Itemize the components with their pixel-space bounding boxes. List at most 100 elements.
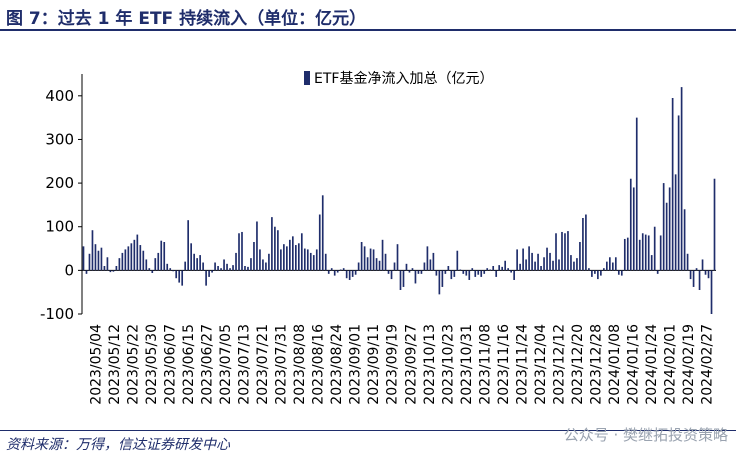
- bar: [429, 259, 432, 271]
- bar: [166, 263, 169, 271]
- x-tick-label: 2023/05/12: [107, 324, 123, 405]
- bar: [522, 248, 524, 271]
- bar: [650, 255, 653, 271]
- bar: [259, 249, 261, 271]
- bar: [486, 268, 489, 271]
- bar: [656, 270, 659, 274]
- bar: [312, 255, 315, 271]
- bar: [680, 87, 683, 271]
- bar: [686, 253, 689, 271]
- bar: [315, 249, 318, 271]
- x-tick-label: 2023/09/19: [385, 324, 401, 405]
- bar: [256, 221, 258, 271]
- bar: [336, 270, 339, 273]
- bar: [151, 270, 154, 273]
- bar: [330, 268, 333, 271]
- bar: [291, 236, 294, 271]
- bar: [351, 270, 354, 277]
- bar: [268, 253, 270, 271]
- x-tick-label: 2023/06/15: [181, 324, 197, 405]
- x-tick-label: 2023/10/31: [459, 324, 475, 405]
- bar: [435, 270, 438, 276]
- x-tick-label: 2023/09/11: [366, 324, 382, 405]
- bar: [441, 270, 444, 287]
- x-tick-label: 2023/05/22: [125, 324, 141, 405]
- bar: [250, 258, 252, 271]
- bar: [324, 253, 327, 271]
- bar: [375, 258, 378, 271]
- bar: [588, 268, 590, 271]
- bar: [665, 202, 668, 271]
- bar: [438, 270, 441, 295]
- bar: [103, 266, 106, 271]
- bar: [360, 242, 363, 271]
- x-tick-label: 2023/08/16: [311, 324, 327, 405]
- bar: [91, 230, 94, 271]
- bar: [641, 233, 644, 271]
- x-tick-label: 2023/12/28: [589, 324, 605, 405]
- bar: [199, 255, 201, 271]
- bar: [277, 230, 279, 271]
- bar: [549, 252, 551, 271]
- bar: [327, 270, 330, 274]
- bar: [585, 214, 587, 271]
- bar: [498, 265, 501, 271]
- bar: [94, 244, 97, 271]
- bar: [318, 214, 321, 271]
- bar: [378, 260, 381, 271]
- bar: [85, 270, 88, 274]
- bar: [238, 233, 240, 271]
- bar: [169, 268, 172, 271]
- bar: [465, 270, 468, 276]
- bar: [211, 270, 213, 273]
- bar: [701, 259, 704, 271]
- bar: [555, 233, 557, 271]
- bar: [564, 233, 566, 271]
- source-note: 资料来源：万得，信达证券研发中心: [6, 437, 230, 453]
- bar: [217, 266, 219, 271]
- bar: [603, 268, 605, 271]
- bar: [576, 258, 578, 271]
- bar: [187, 220, 190, 271]
- y-tick-label: 100: [45, 218, 74, 236]
- bar: [214, 262, 216, 271]
- bar: [573, 261, 575, 271]
- bar: [689, 270, 692, 280]
- x-tick-label: 2023/05/30: [144, 324, 160, 405]
- bar: [196, 258, 198, 271]
- bar: [184, 261, 187, 271]
- bar: [294, 245, 297, 271]
- bar: [220, 268, 222, 271]
- bar: [704, 270, 707, 275]
- bar: [357, 262, 360, 271]
- bar: [471, 268, 474, 271]
- bar: [208, 270, 210, 277]
- bar: [306, 249, 309, 271]
- bar: [501, 266, 504, 271]
- x-tick-label: 2023/07/13: [237, 324, 253, 405]
- bar: [163, 242, 166, 271]
- bar: [262, 259, 264, 271]
- x-tick-label: 2023/06/27: [199, 324, 215, 405]
- bar: [97, 250, 100, 271]
- bar: [468, 270, 471, 280]
- x-tick-label: 2023/11/24: [514, 324, 530, 405]
- bar: [130, 243, 133, 271]
- x-tick-label: 2024/02/19: [681, 324, 697, 405]
- bar: [300, 233, 303, 271]
- bar: [459, 269, 462, 271]
- x-tick-label: 2023/07/05: [218, 324, 234, 405]
- bar: [597, 270, 599, 280]
- bar: [265, 262, 267, 271]
- bar: [617, 270, 620, 275]
- x-tick-label: 2024/01/08: [607, 324, 623, 405]
- bar: [611, 262, 614, 271]
- bar: [124, 249, 127, 271]
- bar: [223, 259, 225, 271]
- bar: [405, 263, 408, 271]
- bar: [561, 231, 563, 271]
- bar: [283, 244, 285, 271]
- bar: [121, 252, 124, 271]
- bar: [175, 270, 178, 279]
- bar: [178, 270, 181, 283]
